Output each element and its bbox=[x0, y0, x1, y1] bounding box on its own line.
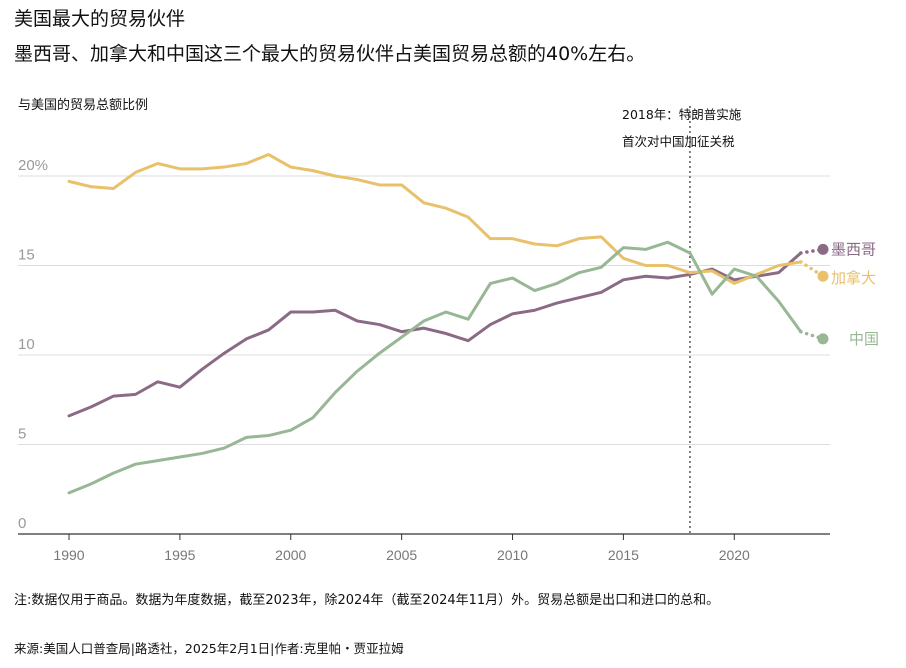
chart-source: 来源:美国人口普查局|路透社，2025年2月1日|作者:克里帕・贾亚拉姆 bbox=[14, 641, 404, 656]
gridlines bbox=[18, 175, 830, 445]
series-end-marker-2 bbox=[817, 333, 829, 345]
series-label-1: 加拿大 bbox=[831, 269, 876, 287]
series-end-marker-0 bbox=[817, 243, 829, 255]
x-tick-label: 1990 bbox=[53, 547, 84, 563]
y-tick-label: 10 bbox=[18, 336, 35, 353]
series-label-2: 中国 bbox=[849, 330, 879, 348]
chart-title: 美国最大的贸易伙伴 bbox=[14, 8, 186, 30]
y-tick-labels: 20% 15 10 5 0 bbox=[18, 157, 48, 532]
series-label-0: 墨西哥 bbox=[831, 240, 876, 258]
x-tick-labels: 1990 1995 2000 2005 2010 2015 2020 bbox=[53, 534, 750, 563]
y-tick-label: 0 bbox=[18, 515, 26, 532]
x-tick-label: 2010 bbox=[497, 547, 528, 563]
reference-line-group: 2018年：特朗普实施 首次对中国加征关税 bbox=[622, 106, 742, 534]
series-line-0 bbox=[67, 251, 803, 418]
y-tick-label: 15 bbox=[18, 247, 35, 264]
y-tick-label: 5 bbox=[18, 426, 26, 443]
x-tick-label: 2005 bbox=[386, 547, 417, 563]
x-tick-label: 2000 bbox=[275, 547, 306, 563]
annotation-line2: 首次对中国加征关税 bbox=[622, 134, 735, 149]
x-tick-label: 1995 bbox=[164, 547, 195, 563]
series-projection-1 bbox=[799, 260, 825, 278]
x-tick-label: 2020 bbox=[719, 547, 750, 563]
series-line-2 bbox=[67, 240, 803, 495]
y-axis-title: 与美国的贸易总额比例 bbox=[18, 98, 149, 113]
series-end-marker-1 bbox=[817, 270, 829, 282]
chart-subtitle: 墨西哥、加拿大和中国这三个最大的贸易伙伴占美国贸易总额的40%左右。 bbox=[14, 43, 646, 65]
chart-note: 注:数据仅用于商品。数据为年度数据，截至2023年，除2024年（截至2024年… bbox=[14, 593, 720, 608]
annotation-line1: 2018年：特朗普实施 bbox=[622, 107, 742, 122]
y-tick-label: 20% bbox=[18, 157, 48, 174]
series-line-1 bbox=[67, 153, 803, 285]
x-tick-label: 2015 bbox=[608, 547, 639, 563]
